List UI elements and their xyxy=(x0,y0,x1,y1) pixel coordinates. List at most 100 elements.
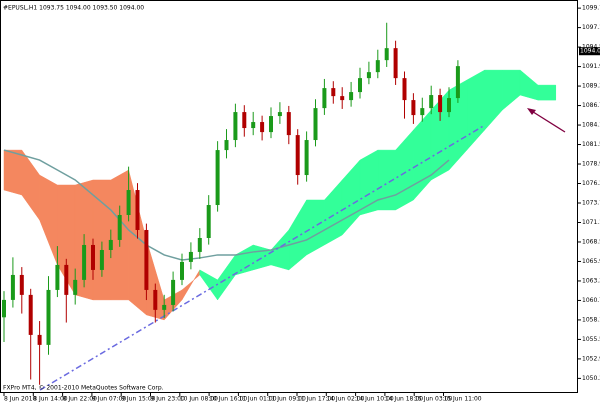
candle-body xyxy=(55,264,60,290)
y-tick-label: 1076.35 xyxy=(582,180,600,187)
candle-body xyxy=(206,205,211,238)
x-tick-label: 15 Jun 11:00 xyxy=(444,396,482,403)
x-tick-label: 10 Jun 16:00 xyxy=(209,396,247,403)
y-tick-label: 1073.75 xyxy=(582,199,600,206)
candle-body xyxy=(82,244,87,280)
candle-body xyxy=(251,122,256,129)
candle-body xyxy=(224,140,229,151)
candle-body xyxy=(215,150,220,206)
x-tick-label: 9 Jun 07:00 xyxy=(92,396,126,403)
y-tick-label: 1058.15 xyxy=(582,316,600,323)
candle-body xyxy=(108,239,113,250)
candle-body xyxy=(429,95,434,109)
candle-body xyxy=(91,244,95,270)
trend-line xyxy=(39,124,486,391)
candle-body xyxy=(144,229,149,290)
x-tick-label: 11 Jun 01:00 xyxy=(238,396,276,403)
candle-body xyxy=(402,78,407,101)
arrow xyxy=(529,109,566,133)
candle-body xyxy=(447,98,451,113)
y-tick-label: 1071.15 xyxy=(582,219,600,226)
x-tick-label: 11 Jun 17:00 xyxy=(297,396,335,403)
y-tick-label: 1091.95 xyxy=(582,63,600,70)
candle-body xyxy=(420,108,425,116)
y-tick-label: 1081.55 xyxy=(582,141,600,148)
y-tick-label: 1050.35 xyxy=(582,375,600,382)
x-tick-label: 8 Jun 2010 xyxy=(4,396,36,403)
cloud-segment xyxy=(3,149,23,196)
candle-body xyxy=(135,190,140,230)
candle-body xyxy=(269,116,273,133)
y-tick-label: 1052.95 xyxy=(582,355,600,362)
axis-layer: 1050.35 1052.95 1055.55 1058.15 1060.75 1063.… xyxy=(3,5,600,403)
candle-body xyxy=(19,274,24,295)
x-tick-label: 10 Jun 08:00 xyxy=(180,396,218,403)
y-tick-label: 1084.15 xyxy=(582,122,600,129)
candle-body xyxy=(375,60,380,73)
candle-body xyxy=(313,108,318,141)
x-tick-label: 11 Jun 09:00 xyxy=(268,396,306,403)
candle-body xyxy=(153,289,158,310)
candle-body xyxy=(180,261,184,280)
x-tick-label: 14 Jun 10:00 xyxy=(356,396,394,403)
x-tick-label: 14 Jun 18:00 xyxy=(385,396,423,403)
candle-body xyxy=(197,237,202,252)
y-tick-label: 1063.35 xyxy=(582,277,600,284)
cloud-segment xyxy=(537,84,557,101)
y-tick-label: 1068.55 xyxy=(582,238,600,245)
candle-body xyxy=(393,48,398,79)
candle-body xyxy=(99,249,104,270)
cloud-segment xyxy=(306,199,325,256)
candle-body xyxy=(2,299,6,318)
candle-body xyxy=(46,289,51,345)
y-tick-label: 1089.35 xyxy=(582,83,600,90)
candle-body xyxy=(358,78,362,93)
y-tick-label: 1078.95 xyxy=(582,161,600,168)
x-tick-label: 8 Jun 14:00 xyxy=(33,396,67,403)
x-tick-label: 15 Jun 03:00 xyxy=(414,396,452,403)
x-tick-label: 9 Jun 15:00 xyxy=(121,396,155,403)
candle-body xyxy=(438,95,443,113)
candle-body xyxy=(349,92,354,101)
y-tick-label: 1094.55 xyxy=(582,44,600,51)
last-price-label: 1094.00 xyxy=(580,48,600,55)
candle-body xyxy=(411,100,416,116)
candle-body xyxy=(242,112,247,129)
candle-body xyxy=(277,112,282,117)
candle-body xyxy=(28,294,33,335)
candle-body xyxy=(233,112,238,141)
arrow-head xyxy=(527,108,536,115)
candle-body xyxy=(322,88,327,109)
footer: FXPro MT4, © 2001-2010 MetaQuotes Softwa… xyxy=(3,385,164,392)
candle-body xyxy=(64,264,69,295)
candle-body xyxy=(171,279,176,305)
y-tick-label: 1055.55 xyxy=(582,336,600,343)
line-layer xyxy=(3,149,450,261)
x-tick-label: 14 Jun 02:00 xyxy=(326,396,364,403)
y-tick-label: 1097.15 xyxy=(582,24,600,31)
candle-body xyxy=(331,88,336,97)
candle-body xyxy=(366,72,371,79)
y-tick-label: 1065.95 xyxy=(582,258,600,265)
candle-body xyxy=(73,279,78,295)
y-tick-label: 1099.75 xyxy=(582,5,600,12)
candle-body xyxy=(340,96,345,101)
candle-body xyxy=(37,334,42,345)
y-tick-label: 1086.75 xyxy=(582,102,600,109)
x-tick-label: 9 Jun 23:00 xyxy=(151,396,185,403)
x-tick-label: 8 Jun 22:00 xyxy=(63,396,97,403)
candle-body xyxy=(188,251,193,262)
candle-body xyxy=(126,190,131,215)
candle-body xyxy=(304,140,309,176)
candle-body xyxy=(384,48,389,61)
moving-average xyxy=(3,149,450,261)
candle-body xyxy=(10,274,15,300)
y-tick-label: 1060.75 xyxy=(582,297,600,304)
candle-layer xyxy=(2,22,460,385)
candle-body xyxy=(162,304,167,310)
last-price-box xyxy=(579,47,600,56)
candle-body xyxy=(260,122,265,133)
candle-body xyxy=(455,66,460,99)
chart-title: #EPUSL,H1 1093.75 1094.00 1093.50 1094.0… xyxy=(3,5,144,12)
